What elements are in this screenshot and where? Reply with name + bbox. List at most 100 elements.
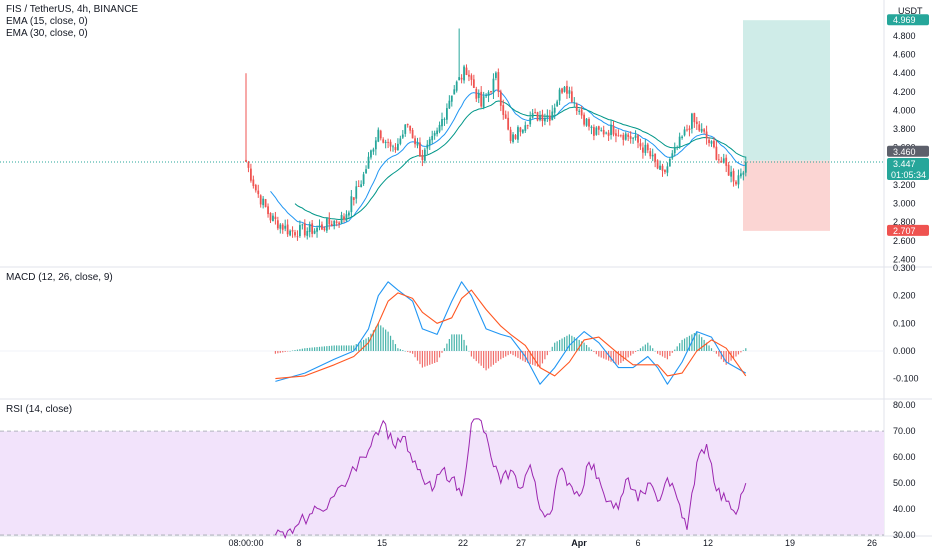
- macd-histogram-bar: [353, 345, 355, 351]
- macd-histogram-bar: [370, 333, 372, 351]
- candle-body: [262, 198, 265, 206]
- macd-histogram-bar: [723, 350, 725, 363]
- candle-body: [588, 119, 590, 127]
- candle-body: [668, 159, 671, 167]
- macd-histogram-bar: [657, 350, 659, 354]
- macd-histogram-bar: [693, 333, 695, 351]
- macd-histogram-bar: [740, 350, 742, 353]
- candle-body: [737, 175, 740, 185]
- candle-body: [661, 165, 664, 171]
- macd-histogram-bar: [505, 350, 507, 357]
- macd-histogram-bar: [367, 337, 370, 351]
- candle-body: [713, 140, 715, 148]
- candle-body: [541, 114, 544, 121]
- target-zone: [743, 20, 830, 161]
- candle-body: [374, 140, 377, 150]
- candle-body: [578, 110, 581, 112]
- candle-body: [348, 212, 350, 216]
- macd-histogram-bar: [470, 350, 472, 357]
- candle-body: [480, 91, 483, 107]
- macd-histogram-bar: [419, 350, 421, 365]
- macd-histogram-bar: [463, 339, 465, 351]
- price-tick-label: 2.800: [893, 217, 916, 227]
- macd-histogram-bar: [306, 347, 308, 351]
- macd-histogram-bar: [414, 350, 416, 358]
- candle-body: [617, 135, 620, 137]
- macd-histogram-bar: [326, 346, 328, 351]
- macd-histogram-bar: [443, 348, 446, 351]
- macd-histogram-bar: [576, 338, 578, 351]
- candle-body: [411, 130, 414, 139]
- candle-body: [700, 128, 703, 132]
- candle-body: [561, 88, 563, 93]
- candle-body: [333, 220, 336, 227]
- candle-body: [370, 150, 372, 158]
- macd-histogram-bar: [544, 350, 546, 360]
- candle-body: [308, 224, 311, 233]
- candle-body: [683, 129, 686, 136]
- macd-histogram-bar: [732, 350, 735, 359]
- candle-body: [558, 89, 561, 101]
- candle-body: [681, 136, 683, 138]
- macd-histogram-bar: [510, 350, 512, 354]
- candle-body: [335, 221, 338, 223]
- candle-body: [544, 117, 546, 122]
- macd-histogram-bar: [603, 350, 605, 359]
- candle-body: [458, 77, 461, 81]
- symbol-legend[interactable]: FIS / TetherUS, 4h, BINANCE: [6, 4, 139, 15]
- macd-histogram-bar: [416, 350, 419, 361]
- ema15-legend[interactable]: EMA (15, close, 0): [6, 16, 88, 27]
- candle-body: [487, 92, 490, 97]
- macd-histogram-bar: [296, 349, 299, 351]
- candle-body: [659, 165, 661, 170]
- macd-histogram-bar: [556, 341, 558, 351]
- candle-body: [622, 134, 625, 140]
- candle-body: [744, 161, 747, 173]
- macd-legend[interactable]: MACD (12, 26, close, 9): [6, 272, 113, 283]
- macd-histogram-bar: [502, 350, 504, 358]
- candle-body: [720, 160, 723, 163]
- macd-histogram-bar: [627, 350, 629, 358]
- macd-histogram-bar: [429, 350, 431, 365]
- candle-body: [245, 159, 247, 162]
- ema30-line: [294, 100, 746, 221]
- macd-histogram-bar: [566, 335, 568, 351]
- macd-histogram-bar: [512, 350, 514, 356]
- candle-body: [340, 215, 343, 224]
- candle-body: [686, 129, 688, 131]
- macd-histogram-bar: [436, 350, 438, 363]
- candle-body: [384, 141, 387, 143]
- macd-histogram-bar: [289, 350, 291, 352]
- macd-histogram-bar: [424, 350, 426, 367]
- macd-histogram-bar: [392, 339, 394, 351]
- candle-body: [470, 75, 473, 80]
- candles-group: [245, 28, 747, 241]
- candle-body: [678, 136, 681, 148]
- macd-histogram-bar: [291, 350, 294, 352]
- macd-histogram-bar: [652, 348, 654, 351]
- candle-body: [732, 170, 735, 182]
- macd-histogram-bar: [654, 350, 656, 352]
- time-tick-label: 08:00:00: [228, 538, 263, 548]
- rsi-legend[interactable]: RSI (14, close): [6, 404, 73, 415]
- macd-histogram-bar: [639, 348, 642, 351]
- candle-body: [624, 133, 627, 140]
- candle-body: [602, 129, 605, 135]
- candle-body: [323, 228, 326, 230]
- macd-histogram-bar: [625, 350, 627, 360]
- macd-histogram-bar: [546, 350, 548, 356]
- candle-body: [730, 171, 732, 177]
- candle-body: [401, 134, 404, 138]
- candle-body: [627, 134, 630, 137]
- macd-histogram-bar: [676, 346, 678, 351]
- ema30-legend[interactable]: EMA (30, close, 0): [6, 28, 88, 39]
- macd-histogram-bar: [715, 350, 717, 354]
- candle-body: [465, 67, 468, 75]
- macd-histogram-bar: [299, 349, 301, 351]
- candle-body: [521, 129, 524, 133]
- candle-body: [708, 139, 710, 144]
- entry-price-tag-value: 3.460: [893, 147, 916, 157]
- candle-body: [490, 90, 492, 93]
- macd-histogram-bar: [681, 339, 683, 351]
